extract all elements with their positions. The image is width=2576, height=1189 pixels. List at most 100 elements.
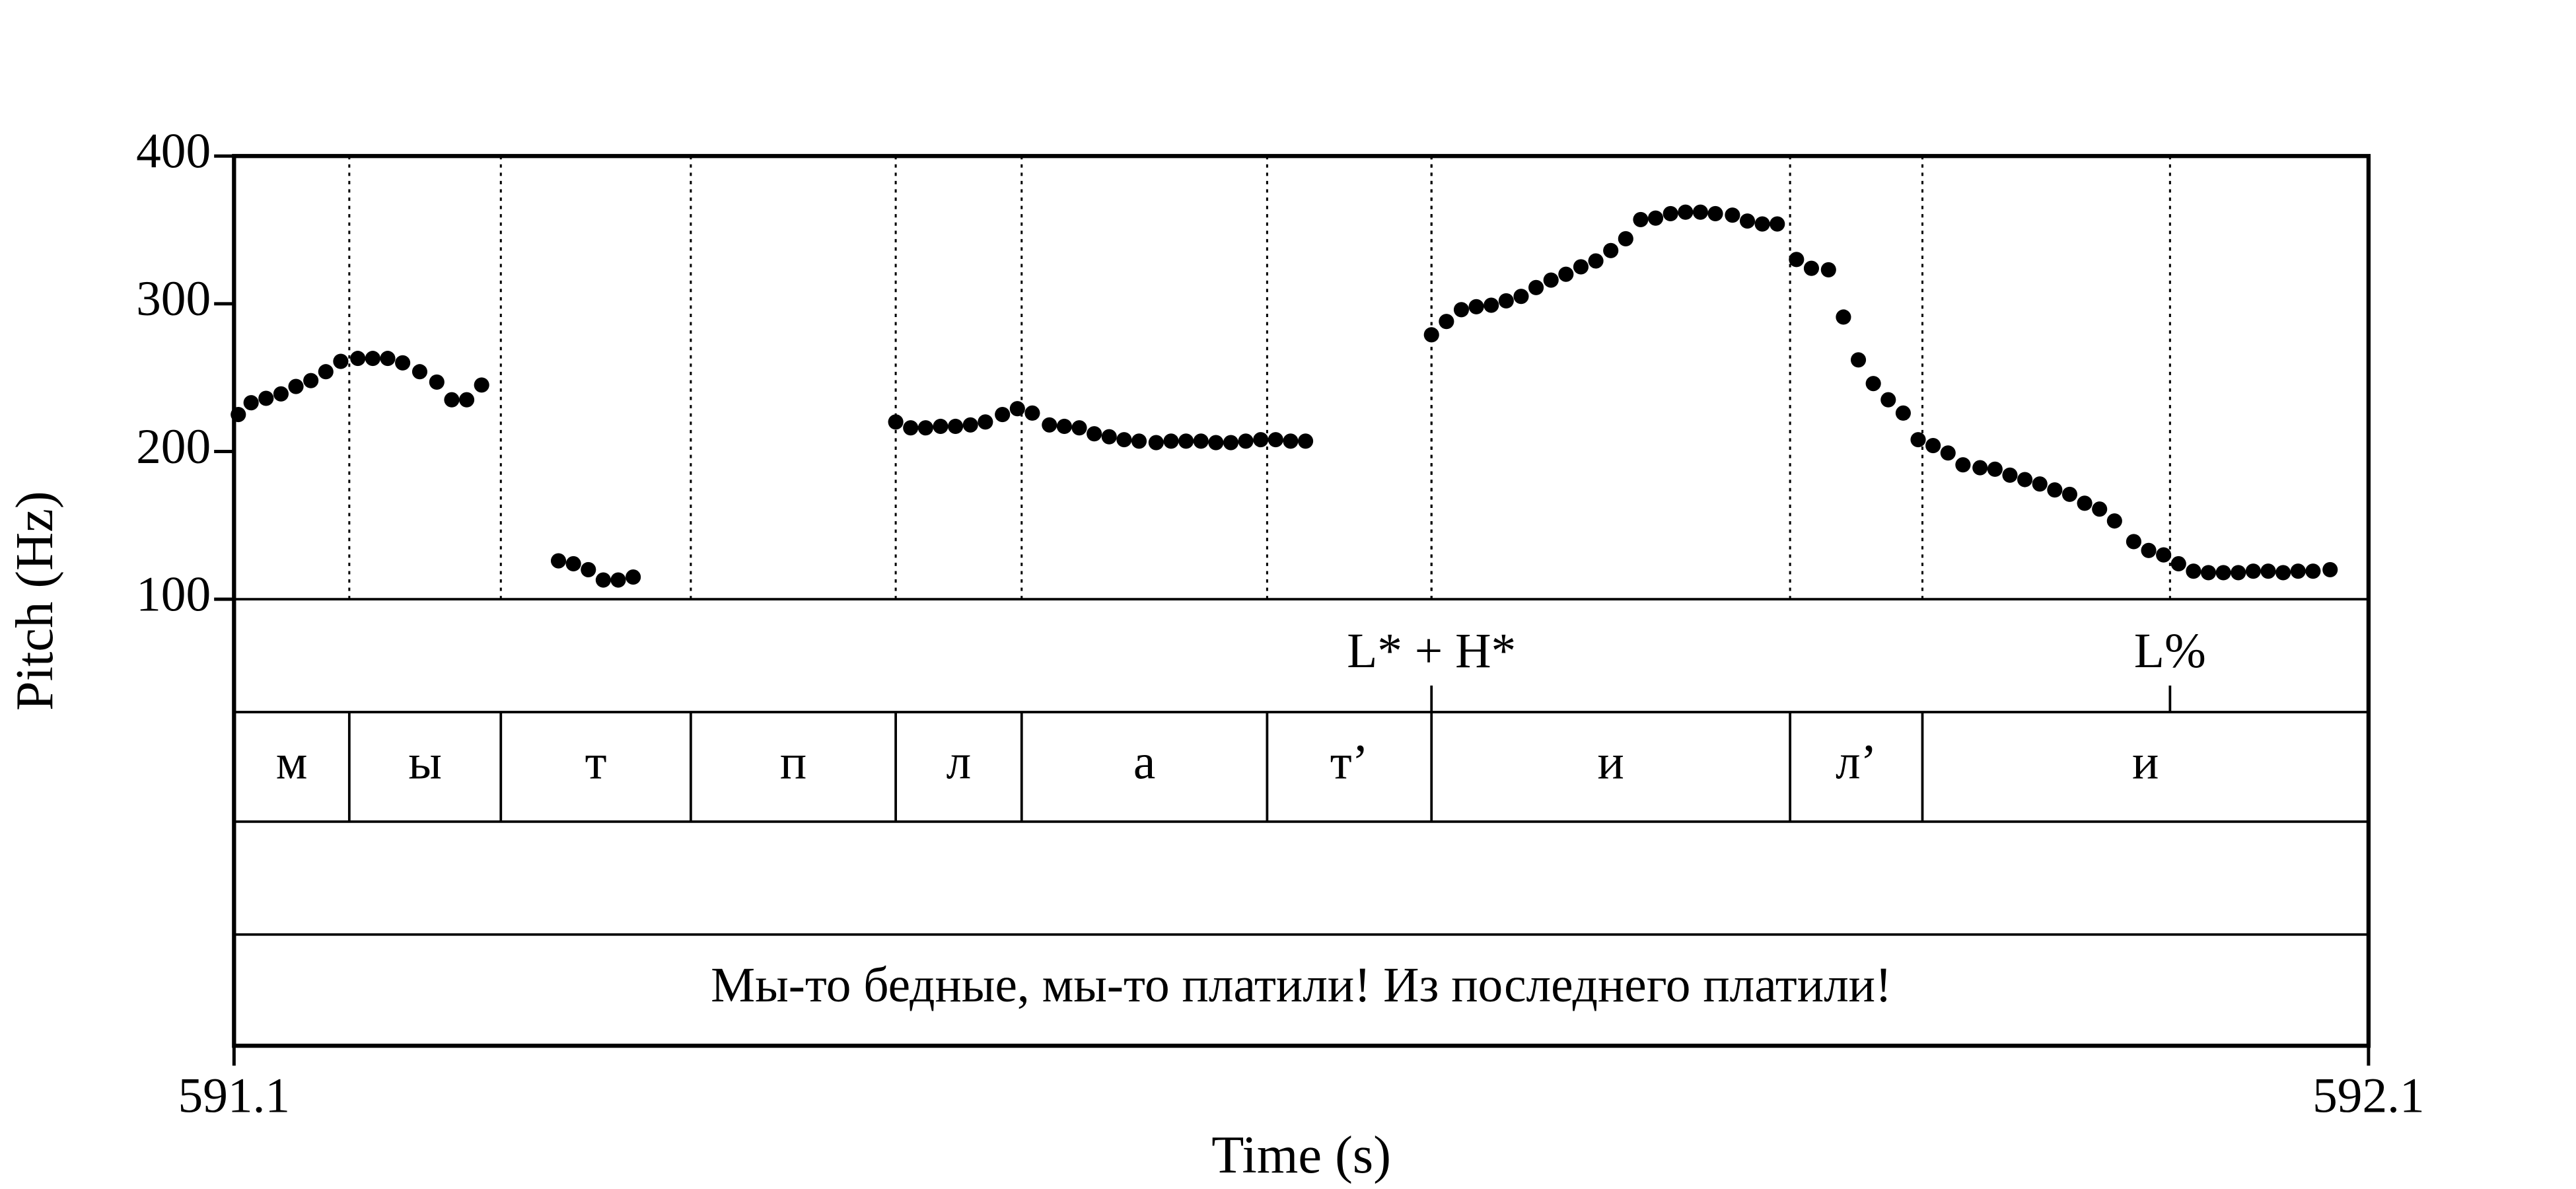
point-label: L* + H* (1347, 624, 1516, 678)
pitch-point (429, 374, 445, 390)
pitch-point (2275, 565, 2291, 581)
pitch-point (1178, 433, 1194, 449)
interval-label: и (2132, 735, 2159, 789)
pitch-point (1116, 432, 1132, 448)
pitch-point (903, 420, 919, 436)
pitch-point (2170, 556, 2186, 572)
pitch-point (978, 414, 993, 430)
interval-label: т’ (1330, 735, 1369, 789)
pitch-point (2032, 476, 2048, 492)
pitch-point (626, 569, 641, 585)
pitch-point (2092, 501, 2108, 517)
pitch-point (2106, 513, 2122, 529)
pitch-point (2126, 534, 2141, 550)
pitch-point (1208, 435, 1224, 450)
pitch-point (395, 355, 411, 371)
pitch-point (1268, 432, 1283, 448)
pitch-point (2017, 472, 2033, 487)
y-tick-label: 200 (136, 419, 211, 474)
x-tick-label: 592.1 (2312, 1068, 2425, 1123)
pitch-point (1439, 314, 1454, 330)
interval-label: ы (408, 735, 442, 789)
pitch-point (411, 364, 428, 380)
pitch-point (2141, 542, 2157, 558)
pitch-point (1558, 266, 1574, 282)
pitch-point (1588, 253, 1604, 269)
interval-label: л (947, 735, 972, 789)
pitch-point (1789, 252, 1805, 268)
pitch-point (318, 364, 334, 380)
pitch-point (1468, 299, 1484, 314)
pitch-point (2322, 561, 2338, 577)
pitch-point (1633, 211, 1649, 227)
pitch-point (1423, 327, 1439, 343)
pitch-point (1528, 279, 1544, 295)
pitch-point (365, 351, 380, 367)
pitch-point (2077, 495, 2093, 511)
pitch-point (1865, 376, 1881, 392)
pitch-point (2156, 547, 2172, 563)
pitch-point (1836, 309, 1851, 325)
pitch-point (273, 386, 289, 402)
pitch-point (1484, 297, 1499, 313)
pitch-point (1283, 433, 1299, 449)
y-tick-label: 300 (136, 271, 211, 326)
x-tick-label: 591.1 (178, 1068, 291, 1123)
pitch-point (2186, 563, 2201, 579)
pitch-point (2260, 563, 2276, 579)
pitch-point (1940, 445, 1956, 461)
pitch-point (258, 390, 274, 406)
pitch-point (1770, 216, 1785, 232)
pitch-point (550, 553, 567, 569)
pitch-point (2231, 565, 2246, 581)
pitch-point (2061, 486, 2078, 502)
interval-label: Мы-то бедные, мы-то платили! Из последне… (711, 958, 1892, 1013)
pitch-point (595, 572, 611, 588)
pitch-point (444, 392, 460, 408)
x-axis-label: Time (s) (1211, 1126, 1391, 1184)
pitch-point (917, 420, 933, 436)
pitch-point (962, 417, 978, 433)
pitch-point (1101, 429, 1117, 445)
pitch-point (610, 572, 626, 588)
pitch-point (1803, 260, 1820, 276)
pitch-point (565, 556, 581, 572)
pitch-point (1739, 213, 1756, 229)
pitch-point (1498, 293, 1514, 308)
pitch-point (2002, 467, 2018, 483)
pitch-point (1754, 216, 1770, 232)
pitch-point (933, 418, 948, 435)
pitch-point (1573, 259, 1589, 275)
y-tick-label: 400 (136, 124, 211, 179)
pitch-point (1193, 433, 1209, 449)
pitch-point (288, 378, 304, 394)
pitch-point (2290, 563, 2306, 579)
pitch-point (1707, 205, 1723, 222)
plot-frame (232, 154, 2371, 1048)
pitch-point (2305, 563, 2321, 579)
pitch-point (474, 377, 489, 393)
pitch-point (1009, 401, 1025, 417)
pitch-point (1148, 435, 1164, 450)
pitch-point (1453, 302, 1470, 318)
pitch-point (1223, 435, 1239, 450)
pitch-point (2215, 565, 2231, 581)
point-label: L% (2134, 624, 2206, 678)
pitch-point (1647, 210, 1664, 226)
pitch-point (1850, 352, 1867, 368)
pitch-point (1087, 426, 1102, 442)
pitch-point (1925, 438, 1941, 454)
pitch-point (1663, 205, 1678, 222)
pitch-point (1880, 392, 1896, 408)
pitch-point (1298, 433, 1314, 449)
pitch-point (1895, 405, 1911, 421)
pitch-point (1972, 460, 1988, 476)
pitch-point (948, 418, 964, 435)
y-axis-label: Pitch (Hz) (5, 491, 64, 711)
interval-label: м (276, 735, 308, 789)
pitch-point (1543, 272, 1559, 288)
pitch-point (888, 414, 904, 430)
pitch-point (1603, 242, 1619, 258)
pitch-point (303, 373, 319, 388)
